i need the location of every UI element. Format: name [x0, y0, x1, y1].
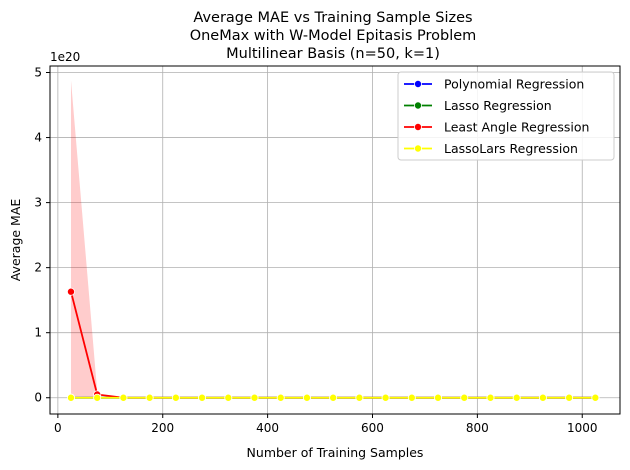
data-point [407, 393, 416, 402]
y-tick-label: 2 [34, 261, 42, 275]
data-point [224, 393, 233, 402]
legend-label: Polynomial Regression [444, 77, 584, 92]
data-point [434, 393, 443, 402]
y-tick-label: 1 [34, 326, 42, 340]
data-point [145, 393, 154, 402]
data-point [93, 393, 102, 402]
chart-title-line-3: Multilinear Basis (n=50, k=1) [226, 46, 440, 62]
data-point [250, 393, 259, 402]
data-point [591, 393, 600, 402]
y-tick-label: 5 [34, 66, 42, 80]
data-point [381, 393, 390, 402]
legend-marker [413, 80, 422, 89]
legend-label: LassoLars Regression [444, 141, 578, 156]
data-point [355, 393, 364, 402]
legend-item: Least Angle Regression [404, 120, 589, 135]
x-tick-label: 1000 [567, 421, 598, 435]
confidence-band [70, 80, 98, 398]
legend-box [397, 71, 615, 161]
data-point [302, 393, 311, 402]
data-point [119, 393, 128, 402]
series-layer [66, 287, 600, 402]
data-point [66, 287, 75, 296]
x-tick-label: 200 [151, 421, 174, 435]
legend-label: Least Angle Regression [444, 120, 589, 135]
legend: Polynomial Regression Lasso Regression Lea… [397, 71, 615, 161]
data-point [66, 393, 75, 402]
legend-marker [413, 123, 422, 132]
series-4 [66, 393, 600, 402]
x-axis-label: Number of Training Samples [247, 445, 424, 460]
data-point [276, 393, 285, 402]
data-point [171, 393, 180, 402]
x-tick-label: 400 [256, 421, 279, 435]
y-tick-label: 0 [34, 391, 42, 405]
data-point [329, 393, 338, 402]
series-3 [66, 287, 600, 402]
chart-title-line-2: OneMax with W-Model Epitasis Problem [190, 28, 477, 44]
legend-item: Lasso Regression [404, 98, 552, 113]
x-axis-ticks: 0 200 400 600 800 1000 [54, 414, 598, 435]
chart-title: Average MAE vs Training Sample Sizes One… [190, 10, 477, 62]
data-point [565, 393, 574, 402]
legend-marker [413, 144, 422, 153]
y-axis-ticks: 0 1 2 3 4 5 [34, 66, 50, 405]
chart-title-line-1: Average MAE vs Training Sample Sizes [193, 10, 472, 26]
y-scale-label: 1e20 [50, 50, 80, 64]
legend-item: Polynomial Regression [404, 77, 584, 92]
data-point [460, 393, 469, 402]
confidence-band-area [70, 80, 98, 398]
legend-marker [413, 101, 422, 110]
x-tick-label: 600 [361, 421, 384, 435]
x-tick-label: 800 [466, 421, 489, 435]
data-point [538, 393, 547, 402]
y-axis-label: Average MAE [8, 199, 23, 282]
y-tick-label: 3 [34, 196, 42, 210]
series-line [70, 291, 596, 399]
plot-frame [49, 65, 621, 415]
legend-label: Lasso Regression [444, 98, 552, 113]
y-tick-label: 4 [34, 131, 42, 145]
data-point [512, 393, 521, 402]
data-point [486, 393, 495, 402]
legend-item: LassoLars Regression [404, 141, 578, 156]
data-point [198, 393, 207, 402]
x-tick-label: 0 [54, 421, 62, 435]
